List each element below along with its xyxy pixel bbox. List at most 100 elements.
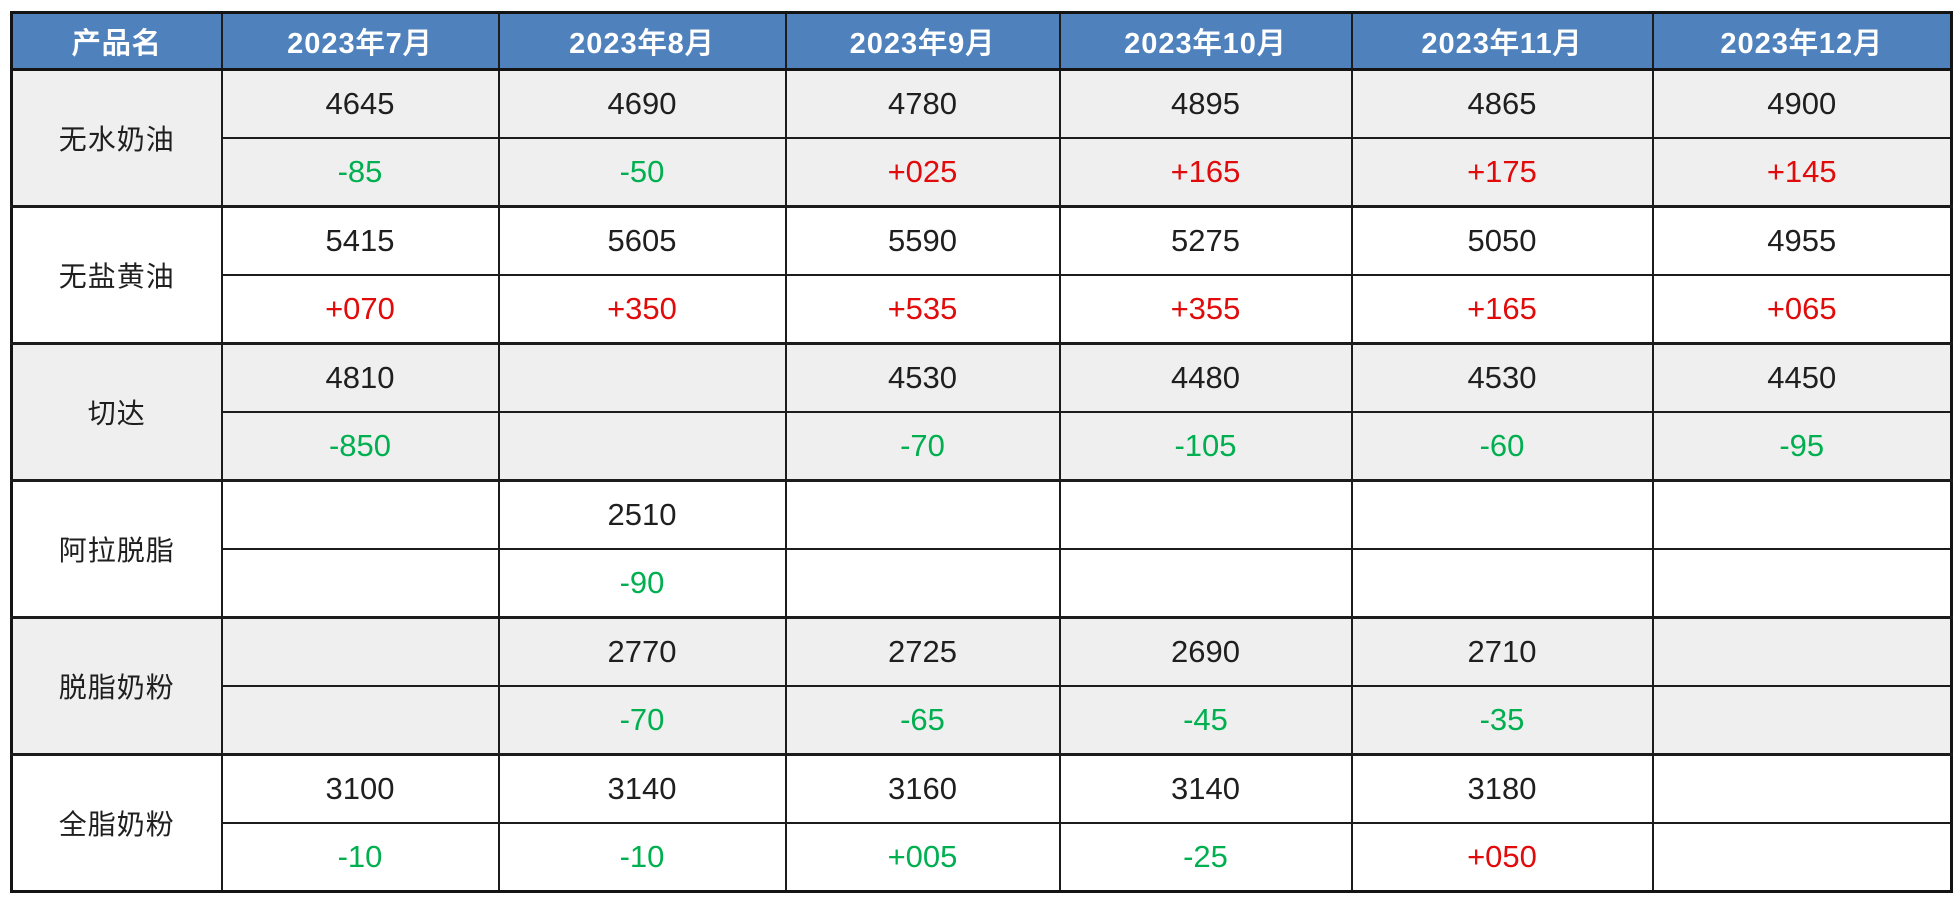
change-cell: -45 bbox=[1058, 685, 1353, 756]
price-cell bbox=[1651, 753, 1953, 824]
price-cell: 5590 bbox=[784, 205, 1061, 276]
table-row-change: -90 bbox=[12, 548, 1953, 619]
product-name: 无水奶油 bbox=[10, 68, 223, 208]
price-cell: 4530 bbox=[1350, 342, 1654, 413]
change-cell: -25 bbox=[1058, 822, 1353, 893]
change-cell: +165 bbox=[1350, 274, 1654, 345]
price-cell: 4690 bbox=[497, 68, 787, 139]
change-cell: -10 bbox=[220, 822, 500, 893]
table-row: 阿拉脱脂 2510 bbox=[10, 479, 1953, 619]
change-cell bbox=[1651, 822, 1953, 893]
price-cell: 4895 bbox=[1058, 68, 1353, 139]
product-name: 切达 bbox=[10, 342, 223, 482]
product-name: 无盐黄油 bbox=[10, 205, 223, 345]
change-cell: -50 bbox=[497, 137, 787, 208]
price-cell bbox=[1651, 616, 1953, 687]
price-cell: 5275 bbox=[1058, 205, 1353, 276]
change-cell: -35 bbox=[1350, 685, 1654, 756]
product-name: 脱脂奶粉 bbox=[10, 616, 223, 756]
product-name: 阿拉脱脂 bbox=[10, 479, 223, 619]
price-cell: 5605 bbox=[497, 205, 787, 276]
change-cell bbox=[784, 548, 1061, 619]
col-header-month-jul: 2023年7月 bbox=[220, 11, 500, 71]
header-row: 产品名 2023年7月 2023年8月 2023年9月 2023年10月 202… bbox=[10, 11, 1953, 71]
price-cell bbox=[220, 616, 500, 687]
change-cell: -105 bbox=[1058, 411, 1353, 482]
price-cell: 2690 bbox=[1058, 616, 1353, 687]
change-cell bbox=[1651, 548, 1953, 619]
price-cell: 4645 bbox=[220, 68, 500, 139]
price-cell: 4450 bbox=[1651, 342, 1953, 413]
change-cell: +165 bbox=[1058, 137, 1353, 208]
table-row: 无盐黄油 5415 5605 5590 5275 5050 4955 bbox=[10, 205, 1953, 345]
table-row-change: -10 -10 +005 -25 +050 bbox=[12, 822, 1953, 893]
price-cell bbox=[784, 479, 1061, 550]
col-header-month-oct: 2023年10月 bbox=[1058, 11, 1353, 71]
price-cell: 5050 bbox=[1350, 205, 1654, 276]
table-row: 脱脂奶粉 2770 2725 2690 2710 bbox=[10, 616, 1953, 756]
change-cell bbox=[1058, 548, 1353, 619]
price-cell: 4955 bbox=[1651, 205, 1953, 276]
change-cell bbox=[1350, 548, 1654, 619]
col-header-month-sep: 2023年9月 bbox=[784, 11, 1061, 71]
change-cell: +050 bbox=[1350, 822, 1654, 893]
product-name: 全脂奶粉 bbox=[10, 753, 223, 893]
price-cell bbox=[1651, 479, 1953, 550]
change-cell: -85 bbox=[220, 137, 500, 208]
price-cell bbox=[220, 479, 500, 550]
change-cell bbox=[220, 548, 500, 619]
change-cell: -95 bbox=[1651, 411, 1953, 482]
change-cell: -60 bbox=[1350, 411, 1654, 482]
price-cell bbox=[1350, 479, 1654, 550]
price-cell: 3180 bbox=[1350, 753, 1654, 824]
col-header-month-aug: 2023年8月 bbox=[497, 11, 787, 71]
price-cell: 4530 bbox=[784, 342, 1061, 413]
change-cell: -65 bbox=[784, 685, 1061, 756]
table-row-change: -70 -65 -45 -35 bbox=[12, 685, 1953, 756]
change-cell: +005 bbox=[784, 822, 1061, 893]
change-cell: +065 bbox=[1651, 274, 1953, 345]
price-cell: 3140 bbox=[1058, 753, 1353, 824]
price-cell: 3140 bbox=[497, 753, 787, 824]
change-cell: -10 bbox=[497, 822, 787, 893]
price-cell bbox=[1058, 479, 1353, 550]
table-row-change: +070 +350 +535 +355 +165 +065 bbox=[12, 274, 1953, 345]
col-header-product: 产品名 bbox=[10, 11, 223, 71]
col-header-month-nov: 2023年11月 bbox=[1350, 11, 1654, 71]
price-cell bbox=[497, 342, 787, 413]
price-cell: 5415 bbox=[220, 205, 500, 276]
change-cell: +025 bbox=[784, 137, 1061, 208]
table-row: 切达 4810 4530 4480 4530 4450 bbox=[10, 342, 1953, 482]
price-cell: 2770 bbox=[497, 616, 787, 687]
change-cell bbox=[1651, 685, 1953, 756]
table-row: 全脂奶粉 3100 3140 3160 3140 3180 bbox=[10, 753, 1953, 893]
change-cell: -70 bbox=[497, 685, 787, 756]
change-cell: -90 bbox=[497, 548, 787, 619]
change-cell: -850 bbox=[220, 411, 500, 482]
price-cell: 3160 bbox=[784, 753, 1061, 824]
table-row: 无水奶油 4645 4690 4780 4895 4865 4900 bbox=[10, 68, 1953, 208]
price-cell: 2725 bbox=[784, 616, 1061, 687]
change-cell: +535 bbox=[784, 274, 1061, 345]
change-cell: +145 bbox=[1651, 137, 1953, 208]
price-cell: 4810 bbox=[220, 342, 500, 413]
price-cell: 4480 bbox=[1058, 342, 1353, 413]
change-cell bbox=[497, 411, 787, 482]
price-cell: 2710 bbox=[1350, 616, 1654, 687]
price-cell: 4780 bbox=[784, 68, 1061, 139]
price-cell: 4865 bbox=[1350, 68, 1654, 139]
price-cell: 3100 bbox=[220, 753, 500, 824]
change-cell: +175 bbox=[1350, 137, 1654, 208]
change-cell: +350 bbox=[497, 274, 787, 345]
table-row-change: -85 -50 +025 +165 +175 +145 bbox=[12, 137, 1953, 208]
col-header-month-dec: 2023年12月 bbox=[1651, 11, 1953, 71]
change-cell: +070 bbox=[220, 274, 500, 345]
monthly-price-table: 产品名 2023年7月 2023年8月 2023年9月 2023年10月 202… bbox=[10, 11, 1953, 893]
price-cell: 4900 bbox=[1651, 68, 1953, 139]
price-cell: 2510 bbox=[497, 479, 787, 550]
change-cell bbox=[220, 685, 500, 756]
change-cell: +355 bbox=[1058, 274, 1353, 345]
table-row-change: -850 -70 -105 -60 -95 bbox=[12, 411, 1953, 482]
change-cell: -70 bbox=[784, 411, 1061, 482]
